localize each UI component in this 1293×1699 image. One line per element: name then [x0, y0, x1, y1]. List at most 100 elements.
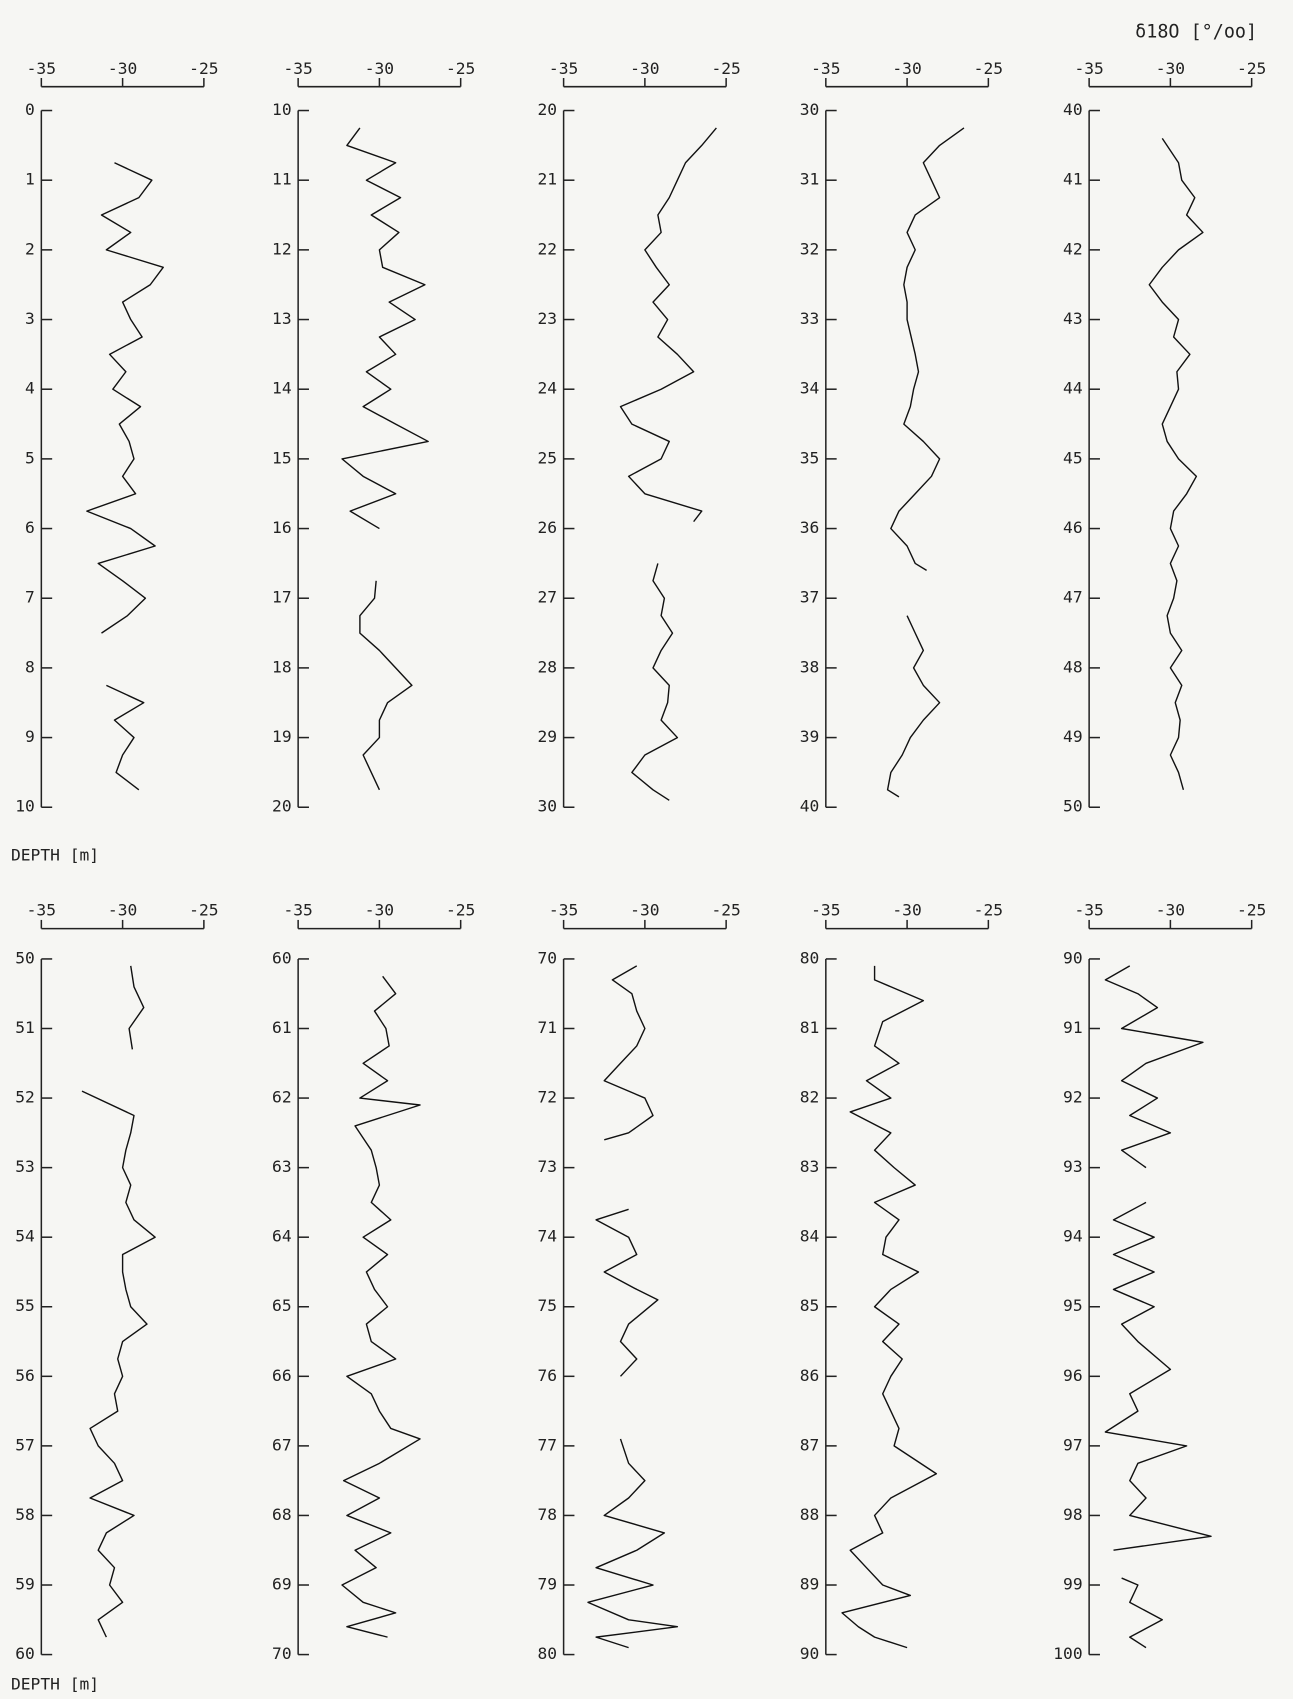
y-tick-label: 38 — [800, 657, 820, 676]
y-tick-label: 13 — [272, 309, 292, 328]
y-tick-label: 78 — [538, 1505, 558, 1524]
y-tick-label: 33 — [800, 309, 820, 328]
isotope-curve — [1148, 137, 1204, 790]
isotope-curve — [86, 162, 164, 634]
y-tick-label: 85 — [800, 1296, 820, 1315]
x-tick-label: -30 — [892, 901, 921, 920]
x-tick-label: -25 — [974, 59, 1003, 78]
y-tick-label: 61 — [272, 1018, 292, 1037]
x-tick-label: -35 — [549, 901, 578, 920]
y-tick-label: 4 — [25, 379, 35, 398]
y-tick-label: 93 — [1063, 1157, 1083, 1176]
y-tick-label: 34 — [800, 379, 820, 398]
y-tick-label: 22 — [538, 239, 558, 258]
isotope-curve — [886, 615, 941, 798]
y-tick-label: 21 — [538, 170, 558, 189]
y-tick-label: 62 — [272, 1088, 292, 1107]
y-tick-label: 55 — [15, 1296, 35, 1315]
y-tick-label: 42 — [1063, 239, 1083, 258]
y-tick-label: 98 — [1063, 1505, 1083, 1524]
y-tick-label: 0 — [25, 100, 35, 119]
y-tick-label: 35 — [800, 448, 820, 467]
y-tick-label: 89 — [800, 1575, 820, 1594]
x-tick-label: -35 — [1074, 59, 1103, 78]
x-tick-label: -35 — [283, 901, 312, 920]
y-tick-label: 56 — [15, 1366, 35, 1385]
y-tick-label: 41 — [1063, 170, 1083, 189]
y-tick-label: 50 — [1063, 797, 1083, 816]
x-tick-label: -30 — [365, 59, 394, 78]
y-tick-label: 86 — [800, 1366, 820, 1385]
x-tick-label: -35 — [811, 901, 840, 920]
y-tick-label: 94 — [1063, 1227, 1083, 1246]
y-tick-label: 88 — [800, 1505, 820, 1524]
y-tick-label: 3 — [25, 309, 35, 328]
y-tick-label: 17 — [272, 588, 292, 607]
x-tick-label: -25 — [189, 901, 218, 920]
y-tick-label: 39 — [800, 727, 820, 746]
y-tick-label: 20 — [272, 797, 292, 816]
isotope-curve — [106, 684, 145, 791]
y-tick-label: 7 — [25, 588, 35, 607]
isotope-curve — [1104, 965, 1204, 1169]
y-tick-label: 97 — [1063, 1435, 1083, 1454]
y-tick-label: 50 — [15, 948, 35, 967]
x-tick-label: -35 — [811, 59, 840, 78]
y-tick-label: 80 — [800, 948, 820, 967]
y-tick-label: 75 — [538, 1296, 558, 1315]
y-tick-label: 11 — [272, 170, 292, 189]
y-tick-label: 100 — [1053, 1644, 1082, 1663]
x-tick-label: -30 — [365, 901, 394, 920]
y-tick-label: 14 — [272, 379, 292, 398]
y-tick-label: 71 — [538, 1018, 558, 1037]
isotope-curve — [619, 127, 717, 523]
y-axis-title: DEPTH [m] — [11, 846, 99, 865]
isotope-curve — [603, 965, 654, 1141]
y-tick-label: 52 — [15, 1088, 35, 1107]
y-tick-label: 24 — [538, 379, 558, 398]
x-tick-label: -30 — [1156, 901, 1185, 920]
x-tick-label: -25 — [974, 901, 1003, 920]
y-tick-label: 69 — [272, 1575, 292, 1594]
isotope-curve — [341, 975, 421, 1638]
x-tick-label: -30 — [630, 59, 659, 78]
x-tick-label: -25 — [446, 59, 475, 78]
y-tick-label: 92 — [1063, 1088, 1083, 1107]
y-tick-label: 29 — [538, 727, 558, 746]
y-tick-label: 12 — [272, 239, 292, 258]
y-tick-label: 63 — [272, 1157, 292, 1176]
y-tick-label: 25 — [538, 448, 558, 467]
y-tick-label: 72 — [538, 1088, 558, 1107]
x-axis-title: δ18O [°/oo] — [1135, 22, 1257, 43]
y-tick-label: 26 — [538, 518, 558, 537]
y-tick-label: 60 — [272, 948, 292, 967]
y-tick-label: 20 — [538, 100, 558, 119]
y-tick-label: 16 — [272, 518, 292, 537]
y-tick-label: 80 — [538, 1644, 558, 1663]
x-tick-label: -25 — [711, 901, 740, 920]
y-tick-label: 91 — [1063, 1018, 1083, 1037]
isotope-curve — [587, 1438, 679, 1649]
y-tick-label: 68 — [272, 1505, 292, 1524]
y-tick-label: 70 — [538, 948, 558, 967]
y-tick-label: 82 — [800, 1088, 820, 1107]
x-tick-label: -25 — [446, 901, 475, 920]
y-tick-label: 77 — [538, 1435, 558, 1454]
x-tick-label: -30 — [892, 59, 921, 78]
isotope-curve — [595, 1208, 659, 1377]
y-tick-label: 70 — [272, 1644, 292, 1663]
y-tick-label: 8 — [25, 657, 35, 676]
y-tick-label: 19 — [272, 727, 292, 746]
isotope-curve — [81, 1090, 156, 1638]
x-tick-label: -30 — [108, 59, 137, 78]
y-tick-label: 64 — [272, 1227, 292, 1246]
x-tick-label: -25 — [711, 59, 740, 78]
y-tick-label: 83 — [800, 1157, 820, 1176]
y-tick-label: 30 — [800, 100, 820, 119]
x-tick-label: -30 — [108, 901, 137, 920]
y-tick-label: 40 — [1063, 100, 1083, 119]
y-tick-label: 96 — [1063, 1366, 1083, 1385]
y-tick-label: 54 — [15, 1227, 35, 1246]
y-tick-label: 81 — [800, 1018, 820, 1037]
